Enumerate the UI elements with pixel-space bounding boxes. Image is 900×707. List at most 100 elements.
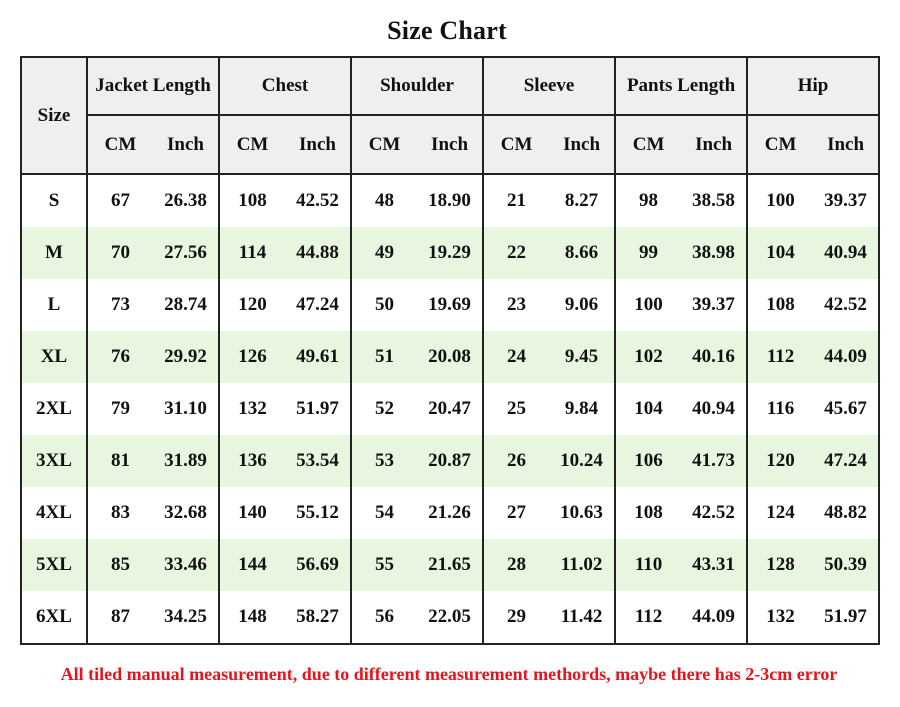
measurement-cell: 56.69 [285, 539, 352, 591]
unit-header: Inch [681, 115, 748, 175]
measurement-cell: 79 [86, 383, 153, 435]
column-group-header: Jacket Length [85, 57, 220, 116]
measurement-cell: 20.08 [417, 331, 484, 383]
table-row: 6XL 87 34.25 148 58.27 56 22.05 29 11.42 112 44.09… [21, 591, 879, 644]
size-label-cell: M [21, 227, 87, 279]
measurement-cell: 21 [482, 174, 550, 227]
size-label-cell: 4XL [36, 502, 72, 523]
measurement-cell: 45.67 [824, 398, 867, 419]
measurement-cell: 104 [614, 383, 682, 435]
measurement-cell: 24 [482, 331, 550, 383]
measurement-cell: 132 [218, 383, 286, 435]
measurement-cell: 44.09 [813, 331, 880, 383]
measurement-cell: 18.90 [428, 190, 471, 211]
measurement-cell: 87 [86, 591, 153, 644]
size-label-cell: XL [21, 331, 87, 383]
measurement-cell: 58.27 [296, 606, 339, 627]
measurement-cell: 120 [746, 435, 814, 487]
column-group-header: Pants Length [614, 57, 748, 116]
measurement-cell: 148 [218, 591, 286, 644]
group-header-row: Size Jacket Length Chest Shoulder Sleeve… [21, 57, 880, 175]
measurement-cell: 38.98 [681, 227, 748, 279]
measurement-cell: 124 [746, 487, 814, 539]
measurement-cell: 50 [350, 279, 418, 331]
measurement-cell: 26 [482, 435, 550, 487]
table-row: L 73 28.74 120 47.24 50 19.69 23 9.06 100 39.37 108… [21, 279, 879, 331]
table-row: 4XL 83 32.68 140 55.12 54 21.26 27 10.63 108 42.52… [21, 487, 879, 539]
table-row: 2XL 79 31.10 132 51.97 52 20.47 25 9.84 104 40.94 1… [21, 383, 879, 435]
measurement-cell: 112 [614, 591, 682, 644]
measurement-cell: 98 [614, 174, 682, 227]
measurement-cell: 120 [218, 279, 286, 331]
measurement-cell: 8.27 [564, 190, 599, 211]
column-group-header: Shoulder [350, 57, 484, 116]
measurement-cell: 116 [746, 383, 814, 435]
measurement-cell: 51.97 [824, 606, 867, 627]
measurement-cell: 9.45 [549, 331, 616, 383]
measurement-cell: 42.52 [824, 294, 867, 315]
measurement-cell: 53 [350, 435, 418, 487]
measurement-cell: 32.68 [164, 502, 207, 523]
measurement-cell: 47.24 [813, 435, 880, 487]
measurement-cell: 108 [614, 487, 682, 539]
measurement-cell: 51 [350, 331, 418, 383]
measurement-cell: 29 [482, 591, 550, 644]
unit-header: CM [614, 115, 682, 175]
unit-header: Inch [549, 115, 616, 175]
measurement-cell: 11.02 [549, 539, 616, 591]
measurement-cell: 99 [614, 227, 682, 279]
measurement-cell: 40.16 [681, 331, 748, 383]
measurement-cell: 33.46 [153, 539, 220, 591]
measurement-cell: 9.84 [564, 398, 599, 419]
measurement-cell: 110 [614, 539, 682, 591]
column-group-header: Sleeve [482, 57, 616, 116]
measurement-cell: 144 [218, 539, 286, 591]
measurement-cell: 114 [218, 227, 286, 279]
table-row: XL 76 29.92 126 49.61 51 20.08 24 9.45 102 40.16 11… [21, 331, 880, 383]
measurement-cell: 55.12 [296, 502, 339, 523]
measurement-cell: 108 [218, 174, 286, 227]
measurement-cell: 22.05 [428, 606, 471, 627]
measurement-cell: 42.52 [692, 502, 735, 523]
column-group-header: Hip [746, 57, 880, 116]
measurement-cell: 9.06 [564, 294, 599, 315]
measurement-cell: 41.73 [681, 435, 748, 487]
measurement-cell: 140 [218, 487, 286, 539]
size-label-cell: 3XL [21, 435, 87, 487]
measurement-cell: 83 [86, 487, 153, 539]
measurement-cell: 38.58 [692, 190, 735, 211]
measurement-cell: 126 [218, 331, 286, 383]
unit-header: Inch [285, 115, 352, 175]
measurement-cell: 42.52 [296, 190, 339, 211]
measurement-cell: 51.97 [296, 398, 339, 419]
measurement-cell: 102 [614, 331, 682, 383]
measurement-cell: 21.65 [417, 539, 484, 591]
measurement-cell: 67 [86, 174, 153, 227]
unit-header: Inch [417, 115, 484, 175]
measurement-cell: 85 [86, 539, 153, 591]
measurement-cell: 49 [350, 227, 418, 279]
measurement-cell: 52 [350, 383, 418, 435]
size-chart-table: Size Jacket Length Chest Shoulder Sleeve… [20, 56, 881, 645]
measurement-cell: 100 [746, 174, 814, 227]
table-row: 3XL 81 31.89 136 53.54 53 20.87 26 10.24 106 41.73… [21, 435, 880, 487]
measurement-cell: 11.42 [560, 606, 603, 627]
measurement-cell: 70 [86, 227, 153, 279]
measurement-cell: 28 [482, 539, 550, 591]
unit-header: CM [746, 115, 814, 175]
size-label-cell: 6XL [36, 606, 72, 627]
table-row: M 70 27.56 114 44.88 49 19.29 22 8.66 99 38.98 104 4… [21, 227, 880, 279]
measurement-cell: 27 [482, 487, 550, 539]
measurement-cell: 112 [746, 331, 814, 383]
size-label-cell: 2XL [36, 398, 72, 419]
measurement-cell: 19.29 [417, 227, 484, 279]
measurement-cell: 40.94 [813, 227, 880, 279]
unit-header: CM [86, 115, 153, 175]
measurement-cell: 10.24 [549, 435, 616, 487]
measurement-cell: 39.37 [692, 294, 735, 315]
measurement-cell: 29.92 [153, 331, 220, 383]
measurement-cell: 76 [86, 331, 153, 383]
measurement-cell: 108 [746, 279, 814, 331]
measurement-cell: 39.37 [824, 190, 867, 211]
measurement-cell: 128 [746, 539, 814, 591]
